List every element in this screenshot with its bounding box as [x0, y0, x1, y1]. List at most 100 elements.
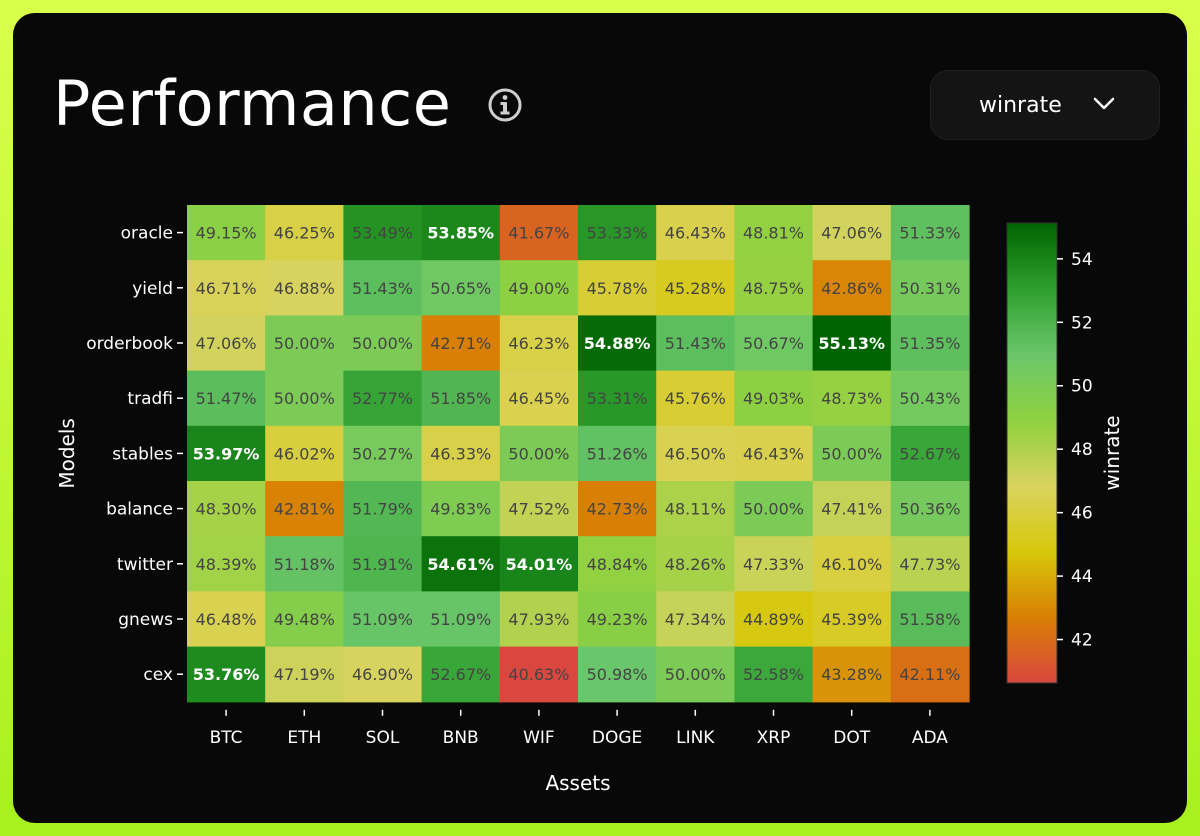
cell-value-label: 51.26%: [587, 444, 648, 463]
page-title: Performance: [53, 67, 452, 140]
heatmap-cell: [656, 205, 735, 261]
cell-value-label: 53.31%: [587, 389, 648, 408]
cell-value-label: 47.33%: [743, 555, 804, 574]
heatmap-cell: [890, 481, 970, 537]
cell-value-label: 51.33%: [899, 224, 960, 243]
heatmap-cell: [656, 646, 735, 703]
heatmap-cell: [656, 536, 735, 592]
cell-value-label: 42.73%: [587, 500, 648, 519]
cell-value-label: 46.33%: [430, 444, 491, 463]
heatmap-cell: [265, 315, 344, 372]
heatmap-cell: [812, 315, 892, 372]
cell-value-label: 49.83%: [430, 500, 491, 519]
heatmap-cell: [734, 481, 814, 537]
cell-value-label: 53.85%: [427, 224, 494, 243]
heatmap-cell: [421, 536, 501, 592]
cell-value-label: 53.76%: [193, 665, 260, 684]
cell-value-label: 48.11%: [665, 500, 726, 519]
cell-value-label: 48.26%: [665, 555, 726, 574]
cell-value-label: 50.00%: [352, 334, 413, 353]
heatmap-cell: [421, 425, 501, 482]
heatmap-cell: [734, 646, 814, 703]
cell-value-label: 50.00%: [821, 444, 882, 463]
y-tick-label: cex: [143, 665, 173, 685]
cell-value-label: 50.43%: [899, 389, 960, 408]
cell-value-label: 50.65%: [430, 279, 491, 298]
cell-value-label: 54.61%: [427, 555, 494, 574]
cell-value-label: 50.27%: [352, 444, 413, 463]
performance-card: Performance winrate 49.15% 46.25% 53.49% 53…: [13, 13, 1187, 823]
heatmap-cell: [812, 425, 892, 482]
heatmap-cell: [812, 591, 892, 648]
x-tick-label: XRP: [757, 728, 791, 748]
heatmap-cell: [812, 205, 892, 261]
y-tick-label: oracle: [121, 224, 173, 244]
cell-value-label: 49.15%: [196, 224, 257, 243]
heatmap-cell: [187, 315, 266, 372]
heatmap-cell: [265, 591, 344, 648]
cell-value-label: 48.84%: [587, 555, 648, 574]
cell-value-label: 51.09%: [430, 610, 491, 629]
heatmap-cell: [578, 315, 657, 372]
heatmap-cell: [343, 425, 423, 482]
heatmap-cell: [890, 315, 970, 372]
heatmap-cell: [421, 260, 501, 316]
heatmap-cell: [578, 425, 657, 482]
cell-value-label: 50.36%: [899, 500, 960, 519]
x-tick-label: WIF: [523, 728, 555, 748]
y-tick-label: gnews: [118, 610, 173, 630]
cell-value-label: 46.25%: [274, 224, 335, 243]
heatmap-cell: [812, 370, 892, 427]
cell-value-label: 49.03%: [743, 389, 804, 408]
cell-value-label: 54.88%: [584, 334, 651, 353]
heatmap-cell: [890, 646, 970, 703]
heatmap-cell: [343, 481, 423, 537]
y-tick-label: orderbook: [86, 334, 173, 354]
heatmap-cell: [656, 370, 735, 427]
cell-value-label: 46.43%: [743, 444, 804, 463]
metric-select[interactable]: winrate: [930, 70, 1160, 140]
cell-value-label: 52.77%: [352, 389, 413, 408]
cell-value-label: 52.58%: [743, 665, 804, 684]
info-circle-icon[interactable]: [487, 87, 523, 123]
y-tick-label: balance: [106, 500, 173, 520]
x-tick-label: BTC: [210, 728, 243, 748]
x-axis-title: Assets: [545, 771, 610, 795]
cell-value-label: 46.48%: [196, 610, 257, 629]
heatmap-cell: [499, 536, 579, 592]
cell-value-label: 46.23%: [508, 334, 569, 353]
y-tick-label: tradfi: [127, 389, 173, 409]
heatmap-cell: [343, 646, 423, 703]
heatmap-cell: [343, 260, 423, 316]
cell-value-label: 46.43%: [665, 224, 726, 243]
y-tick-label: twitter: [117, 555, 173, 575]
cell-value-label: 44.89%: [743, 610, 804, 629]
x-tick-label: ADA: [912, 728, 948, 748]
cell-value-label: 47.06%: [196, 334, 257, 353]
heatmap-cell: [578, 205, 657, 261]
cell-value-label: 54.01%: [506, 555, 573, 574]
heatmap-cell: [187, 205, 266, 261]
heatmap-cell: [656, 315, 735, 372]
cell-value-label: 46.88%: [274, 279, 335, 298]
cell-value-label: 51.47%: [196, 389, 257, 408]
cell-value-label: 49.48%: [274, 610, 335, 629]
colorbar-tick-label: 48: [1071, 440, 1093, 460]
heatmap-cell: [265, 536, 344, 592]
cell-value-label: 51.58%: [899, 610, 960, 629]
y-axis-title: Models: [55, 418, 79, 488]
cell-value-label: 42.71%: [430, 334, 491, 353]
y-tick-label: yield: [132, 279, 173, 299]
colorbar-title: winrate: [1100, 415, 1124, 490]
heatmap-cell: [890, 591, 970, 648]
cell-value-label: 55.13%: [818, 334, 885, 353]
cell-value-label: 47.93%: [508, 610, 569, 629]
x-tick-label: BNB: [443, 728, 479, 748]
colorbar-tick-label: 44: [1071, 567, 1093, 587]
colorbar-tick-label: 50: [1071, 377, 1093, 397]
heatmap-cell: [812, 646, 892, 703]
cell-value-label: 48.30%: [196, 500, 257, 519]
cell-value-label: 47.06%: [821, 224, 882, 243]
cell-value-label: 51.18%: [274, 555, 335, 574]
cell-value-label: 47.19%: [274, 665, 335, 684]
